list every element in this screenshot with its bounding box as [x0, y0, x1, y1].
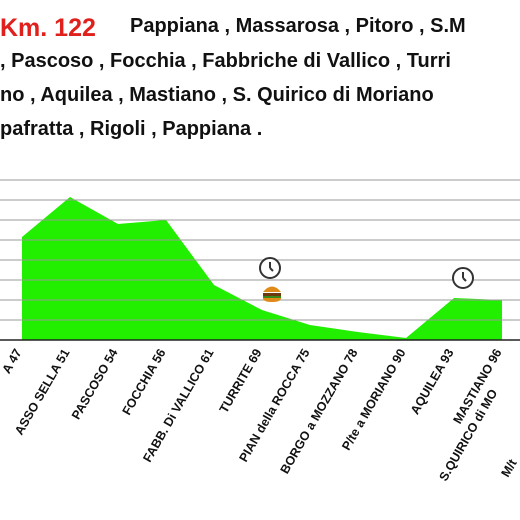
subtitle-line: pafratta , Rigoli , Pappiana .	[0, 118, 262, 140]
clock-icon	[259, 257, 281, 279]
food-icon	[263, 286, 281, 302]
chart-title: Km. 122	[0, 14, 96, 42]
plot-area	[0, 179, 520, 341]
x-tick-label: TURRITE 69	[217, 346, 265, 415]
x-tick-label: ASSO SELLA 51	[12, 346, 73, 437]
x-tick-label: M/t	[498, 456, 520, 479]
x-tick-label: A 47	[0, 346, 25, 376]
subtitle-line: no , Aquilea , Mastiano , S. Quirico di …	[0, 84, 434, 106]
subtitle-line: , Pascoso , Focchia , Fabbriche di Valli…	[0, 50, 451, 72]
x-tick-label: PASCOSO 54	[69, 346, 121, 421]
clock-icon	[452, 267, 474, 289]
x-tick-label: AQUILEA 93	[408, 346, 457, 416]
subtitle-line: Pappiana , Massarosa , Pitoro , S.M	[130, 15, 466, 37]
x-tick-label: FOCCHIA 56	[120, 346, 169, 417]
elevation-area	[22, 197, 502, 340]
